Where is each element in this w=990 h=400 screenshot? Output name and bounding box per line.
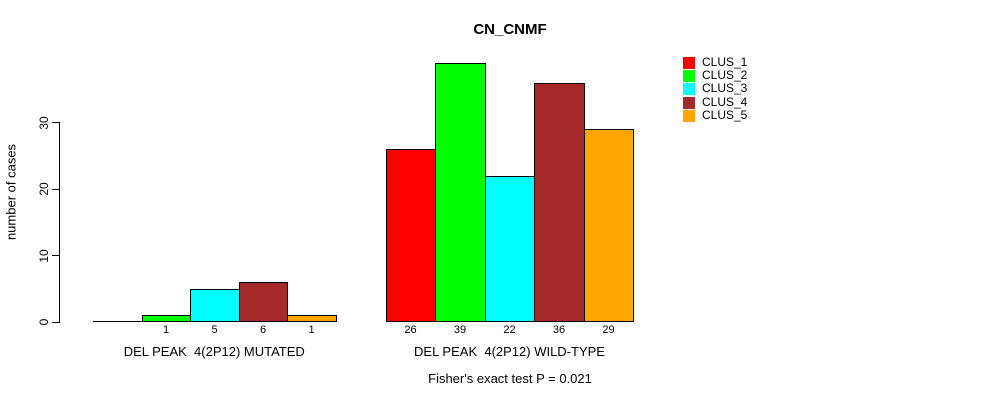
bar [190, 289, 240, 322]
bar-value-label: 36 [552, 324, 566, 336]
legend-item: CLUS_4 [683, 96, 747, 109]
legend-label: CLUS_4 [702, 95, 748, 109]
bar-value-label: 1 [162, 324, 170, 336]
legend-swatch [683, 56, 695, 69]
legend-swatch [683, 82, 695, 95]
legend-label: CLUS_2 [702, 68, 748, 82]
legend-item: CLUS_5 [683, 109, 747, 122]
group-label: DEL PEAK 4(2P12) WILD-TYPE [414, 344, 605, 359]
bar [584, 129, 634, 322]
bar-value-label: 29 [602, 324, 615, 336]
bar [534, 83, 585, 322]
bar-value-label: 26 [404, 324, 417, 336]
chart-title: CN_CNMF [473, 21, 547, 38]
y-tick-label: 30 [37, 115, 51, 130]
legend-item: CLUS_3 [683, 82, 747, 95]
bar-value-label: 6 [259, 324, 267, 336]
fisher-test-annotation: Fisher's exact test P = 0.021 [428, 371, 592, 386]
bar-value-label: 1 [308, 324, 315, 336]
bar [435, 63, 486, 322]
legend-swatch [683, 109, 695, 122]
y-axis-line [59, 122, 60, 322]
y-tick-label: 20 [37, 182, 51, 196]
y-tick-label: 0 [37, 318, 51, 326]
bar [142, 315, 191, 322]
bar-value-label: 39 [453, 324, 467, 336]
y-tick-label: 10 [37, 248, 51, 263]
bar [287, 315, 337, 322]
legend-item: CLUS_2 [683, 69, 747, 82]
bar-value-label: 5 [211, 324, 218, 336]
legend-label: CLUS_5 [702, 108, 748, 122]
legend-item: CLUS_1 [683, 56, 747, 69]
legend-label: CLUS_1 [702, 55, 748, 69]
group-label: DEL PEAK 4(2P12) MUTATED [123, 344, 305, 359]
y-tick [52, 321, 60, 323]
bar [239, 282, 288, 322]
bar [386, 149, 436, 322]
y-tick [52, 188, 60, 190]
legend-swatch [683, 96, 695, 109]
y-axis-label: number of cases [3, 143, 19, 241]
legend-swatch [683, 69, 695, 82]
bar [485, 176, 535, 322]
bar-value-label: 22 [503, 324, 516, 336]
legend-label: CLUS_3 [702, 81, 748, 95]
y-tick [52, 255, 60, 256]
y-tick [52, 122, 60, 123]
